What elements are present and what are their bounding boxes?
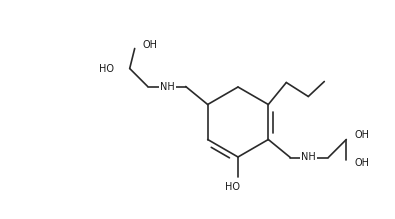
Text: OH: OH <box>143 39 158 49</box>
Text: OH: OH <box>354 159 369 168</box>
Text: OH: OH <box>354 131 369 141</box>
Text: NH: NH <box>160 81 175 92</box>
Text: HO: HO <box>226 182 241 192</box>
Text: NH: NH <box>301 152 316 162</box>
Text: HO: HO <box>99 64 114 74</box>
